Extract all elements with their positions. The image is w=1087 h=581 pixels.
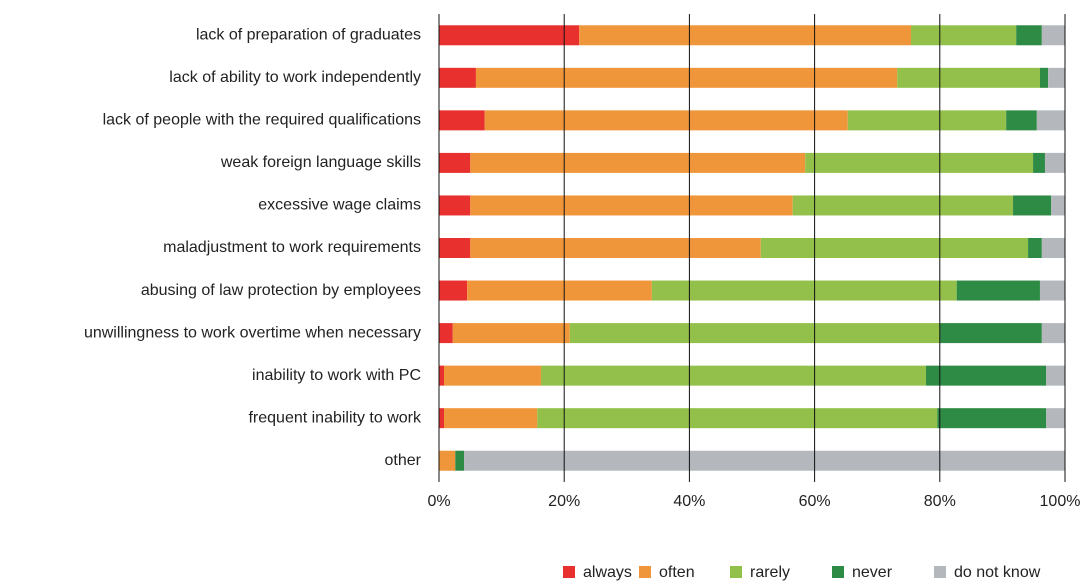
x-tick-label: 100% xyxy=(1040,493,1081,510)
bar-segment xyxy=(805,152,1034,173)
bar-segment xyxy=(470,152,806,173)
bar-segment xyxy=(1033,152,1045,173)
bar-segment xyxy=(1006,110,1037,131)
bar-segment xyxy=(1016,25,1042,46)
bar-segment xyxy=(455,450,465,471)
category-label: frequent inability to work xyxy=(248,409,422,426)
bar-segment xyxy=(439,110,485,131)
category-label: lack of preparation of graduates xyxy=(196,26,421,43)
legend-swatch xyxy=(563,566,575,578)
category-label: abusing of law protection by employees xyxy=(141,282,421,299)
category-label: unwillingness to work overtime when nece… xyxy=(84,324,421,341)
category-label: maladjustment to work requirements xyxy=(163,239,421,256)
bar-segment xyxy=(1013,195,1052,216)
legend-swatch xyxy=(730,566,742,578)
legend-label: always xyxy=(583,564,632,581)
bar-segment xyxy=(1028,238,1042,258)
category-label: inability to work with PC xyxy=(252,367,421,384)
bar-segment xyxy=(475,67,898,88)
category-label: lack of ability to work independently xyxy=(169,69,421,86)
legend-swatch xyxy=(832,566,844,578)
bar-segment xyxy=(464,450,1065,471)
bar-segment xyxy=(470,195,793,216)
bar-segment xyxy=(537,408,938,429)
x-tick-label: 20% xyxy=(548,493,580,510)
bar-segment xyxy=(569,323,940,344)
legend-label: do not know xyxy=(954,564,1041,581)
bar-segment xyxy=(1041,25,1065,46)
bar-segment xyxy=(439,25,580,46)
bar-segment xyxy=(1041,323,1065,344)
bar-segment xyxy=(847,110,1007,131)
bar-segment xyxy=(467,280,652,301)
bar-segment xyxy=(1039,67,1049,88)
legend-label: never xyxy=(852,564,893,581)
bar-segment xyxy=(579,25,912,46)
category-label: lack of people with the required qualifi… xyxy=(103,112,421,129)
bar-segment xyxy=(1046,365,1065,386)
bar-segment xyxy=(1046,408,1065,429)
bar-segment xyxy=(792,195,1014,216)
bar-segment xyxy=(1041,238,1065,258)
bar-segment xyxy=(911,25,1017,46)
bar-segment xyxy=(651,280,957,301)
x-tick-label: 80% xyxy=(924,493,956,510)
legend-label: rarely xyxy=(750,564,790,581)
bar-segment xyxy=(484,110,848,131)
bar-segment xyxy=(1051,195,1065,216)
bar-segment xyxy=(1039,280,1065,301)
bar-segment xyxy=(1048,67,1065,88)
category-label: excessive wage claims xyxy=(258,197,421,214)
bar-segment xyxy=(470,238,761,258)
bar-segment xyxy=(439,67,476,88)
bar-segment xyxy=(439,238,471,258)
bar-segment xyxy=(452,323,570,344)
bar-segment xyxy=(444,408,538,429)
bar-segment xyxy=(439,280,468,301)
bar-segment xyxy=(926,365,1047,386)
x-tick-label: 40% xyxy=(673,493,705,510)
bar-segment xyxy=(439,408,445,429)
bar-segment xyxy=(897,67,1040,88)
bar-segment xyxy=(760,238,1029,258)
bar-segment xyxy=(956,280,1040,301)
bar-segment xyxy=(1044,152,1065,173)
legend-swatch xyxy=(934,566,946,578)
bar-segment xyxy=(439,195,471,216)
bar-segment xyxy=(939,323,1042,344)
category-label: other xyxy=(385,452,422,469)
legend-label: often xyxy=(659,564,695,581)
bar-segment xyxy=(541,365,927,386)
bar-segment xyxy=(439,323,453,344)
bar-segment xyxy=(937,408,1047,429)
category-label: weak foreign language skills xyxy=(220,154,421,171)
bar-segment xyxy=(444,365,542,386)
bar-segment xyxy=(439,152,471,173)
x-tick-label: 0% xyxy=(427,493,450,510)
bar-segment xyxy=(1036,110,1065,131)
bar-segment xyxy=(439,450,456,471)
bar-segment xyxy=(439,365,445,386)
x-tick-label: 60% xyxy=(799,493,831,510)
legend-swatch xyxy=(639,566,651,578)
